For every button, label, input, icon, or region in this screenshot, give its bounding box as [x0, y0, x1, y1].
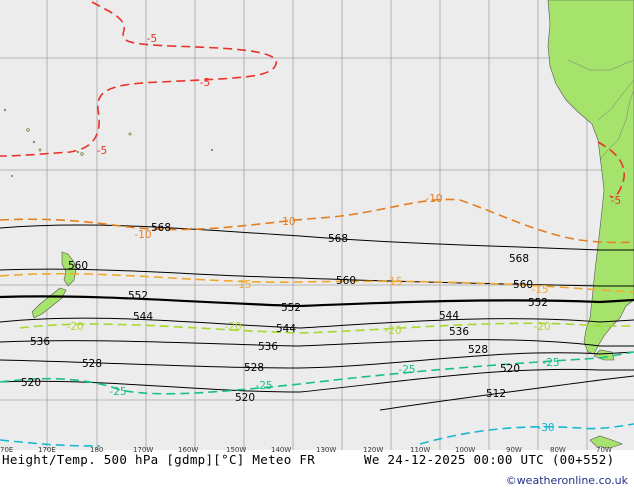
contour-label-z528: 528 [244, 362, 264, 374]
geopotential-contours [0, 224, 634, 411]
contour-label-z552: 552 [281, 302, 301, 314]
contour-label-t-minus10: -10 [134, 229, 151, 241]
contour-label-t-minus25: -25 [109, 386, 126, 398]
geopotential-labels: 568 568 568 560 560 560 552 552 552 544 … [21, 222, 548, 404]
contour-label-t-minus10: -10 [278, 216, 295, 228]
contour-label-z544: 544 [133, 311, 153, 323]
contour-label-t-minus20: -20 [224, 321, 241, 333]
contour-label-t-minus5: -5 [200, 77, 210, 89]
temperature-contours [0, 1, 634, 447]
lon-label: 80W [550, 446, 566, 454]
contour-label-t-minus25: -25 [398, 364, 415, 376]
contour-label-z568: 568 [509, 253, 529, 265]
lon-label: 70W [596, 446, 612, 454]
contour-label-z520: 520 [235, 392, 255, 404]
contour-label-t-minus25: -25 [542, 357, 559, 369]
temperature-labels: -5 -5 -5 -5 -10 -10 -10 -15 -15 -15 -20 … [66, 33, 621, 434]
contour-label-t-minus5: -5 [147, 33, 157, 45]
contour-label-z560: 560 [336, 275, 356, 287]
contour-label-z528: 528 [82, 358, 102, 370]
contour-label-t-minus20: -20 [384, 325, 401, 337]
contour-label-t-minus20: -20 [66, 321, 83, 333]
contour-label-t-minus15: -15 [531, 284, 548, 296]
contour-label-z536: 536 [258, 341, 278, 353]
lon-label: 180 [90, 446, 104, 454]
footer-bar [0, 450, 634, 490]
contour-label-z568: 568 [151, 222, 171, 234]
lat-lon-grid [0, 0, 634, 450]
contour-label-t-minus5: -5 [611, 195, 621, 207]
contour-label-z560: 560 [513, 279, 533, 291]
contour-label-t-minus15: -15 [385, 276, 402, 288]
lon-label: 70E [0, 446, 14, 454]
lon-label: 160W [178, 446, 199, 454]
lon-label: 120W [363, 446, 384, 454]
contour-label-z544: 544 [439, 310, 459, 322]
lon-label: 100W [455, 446, 476, 454]
lon-label: 170W [133, 446, 154, 454]
contour-label-z544: 544 [276, 323, 296, 335]
contour-label-t-minus25: -25 [255, 380, 272, 392]
contour-label-z520: 520 [500, 363, 520, 375]
contour-label-z560: 560 [68, 260, 88, 272]
forecast-datetime: We 24-12-2025 00:00 UTC (00+552) [364, 452, 615, 467]
map-title: Height/Temp. 500 hPa [gdmp][°C] Meteo FR [2, 452, 316, 467]
contour-label-t-minus15: -15 [234, 279, 251, 291]
lon-label: 110W [410, 446, 431, 454]
contour-label-z536: 536 [30, 336, 50, 348]
contour-label-t-minus30: -30 [537, 422, 554, 434]
small-islands [3, 108, 214, 178]
contour-label-t-minus10: -10 [425, 193, 442, 205]
contour-label-z512: 512 [486, 388, 506, 400]
lon-label: 170E [38, 446, 56, 454]
contour-label-z568: 568 [328, 233, 348, 245]
contour-label-z552: 552 [128, 290, 148, 302]
contour-label-t-minus5: -5 [97, 145, 107, 157]
contour-label-z528: 528 [468, 344, 488, 356]
contour-label-t-minus20: -20 [533, 321, 550, 333]
lon-label: 140W [271, 446, 292, 454]
contour-label-z536: 536 [449, 326, 469, 338]
lon-label: 90W [506, 446, 522, 454]
lon-label: 130W [316, 446, 337, 454]
contour-label-z520: 520 [21, 377, 41, 389]
lon-label: 150W [226, 446, 247, 454]
credit-link[interactable]: ©weatheronline.co.uk [505, 474, 628, 487]
contour-label-z552: 552 [528, 297, 548, 309]
